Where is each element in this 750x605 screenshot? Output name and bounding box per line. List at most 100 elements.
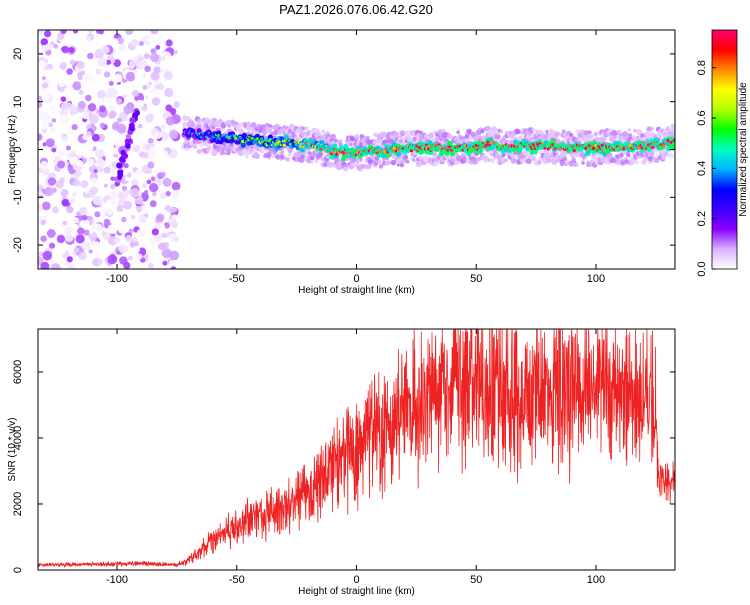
noise-blob — [157, 242, 166, 251]
noise-blob — [109, 38, 119, 47]
noise-blob — [81, 241, 91, 251]
noise-blob — [61, 136, 68, 143]
noise-blob — [85, 94, 92, 102]
noise-blob — [41, 93, 50, 101]
noise-blob — [66, 256, 73, 263]
noise-blob — [132, 245, 140, 254]
ridge-halo — [433, 160, 440, 167]
noise-blob — [78, 206, 88, 216]
noise-blob — [149, 113, 154, 118]
noise-blob — [98, 30, 104, 35]
noise-blob — [40, 235, 47, 242]
noise-blob — [90, 186, 98, 195]
noise-blob — [82, 48, 88, 53]
noise-blob — [110, 176, 115, 181]
noise-blob — [58, 81, 65, 88]
noise-blob — [91, 133, 100, 142]
noise-blob — [41, 201, 51, 211]
noise-blob — [142, 85, 148, 90]
noise-blob — [109, 110, 117, 118]
ridge-halo — [333, 138, 338, 143]
noise-blob — [66, 102, 72, 108]
noise-blob — [150, 71, 160, 81]
noise-blob — [172, 214, 177, 219]
noise-blob — [38, 204, 43, 211]
noise-blob — [66, 152, 72, 158]
ridge-halo — [238, 145, 243, 150]
streak-blob — [119, 169, 124, 174]
colorbar-tick-label: 0.0 — [696, 261, 708, 276]
ridge-halo — [186, 116, 191, 121]
noise-blob — [71, 124, 78, 131]
snr-panel: -100 -50 0 50 100 0 2000 4000 6000 Height of stra… — [7, 328, 676, 597]
noise-blob — [49, 155, 56, 161]
noise-blob — [146, 34, 155, 43]
noise-blob — [108, 80, 114, 86]
ridge-halo — [268, 126, 273, 132]
noise-blob — [78, 89, 84, 95]
noise-blob — [59, 168, 70, 179]
noise-blob — [135, 62, 141, 68]
ridge-halo — [192, 144, 198, 149]
noise-blob — [56, 187, 63, 193]
ridge-halo — [564, 160, 570, 165]
ridge-halo — [220, 122, 227, 129]
ridge-peak — [392, 146, 396, 150]
ridge-halo — [238, 122, 244, 128]
noise-blob — [129, 188, 140, 198]
noise-blob — [82, 150, 91, 159]
colorbar: 0.0 0.2 0.4 0.6 0.8 Normalized spectral ampli… — [696, 29, 749, 277]
noise-blob — [170, 266, 177, 269]
ridge-halo — [649, 153, 654, 158]
ridge-halo — [550, 129, 556, 134]
noise-blob — [173, 101, 180, 108]
noise-blob — [78, 251, 87, 261]
colorbar-tick-label: 0.8 — [696, 60, 708, 75]
noise-blob — [53, 43, 59, 49]
ridge-halo — [349, 142, 353, 147]
noise-blob — [45, 43, 53, 50]
noise-blob — [95, 68, 102, 75]
noise-blob — [114, 138, 124, 148]
ridge-halo — [625, 159, 629, 163]
noise-blob — [95, 148, 105, 159]
noise-blob — [42, 250, 53, 261]
ridge-core — [449, 150, 455, 157]
noise-blob — [57, 32, 65, 40]
ridge-halo — [470, 153, 474, 157]
noise-blob — [100, 206, 108, 214]
noise-blob — [67, 194, 73, 200]
ridge-halo — [381, 157, 386, 162]
noise-blob — [40, 111, 50, 122]
ridge-halo — [343, 166, 349, 172]
ridge-core — [447, 141, 453, 147]
noise-blob — [38, 51, 44, 59]
noise-blob — [94, 211, 101, 218]
streak-blob — [126, 134, 132, 140]
snr-xtick-label: -100 — [106, 574, 128, 586]
noise-blob — [51, 147, 57, 153]
snr-xtick-label: 0 — [353, 574, 359, 586]
colorbar-tick-label: 0.6 — [696, 110, 708, 125]
noise-blob — [86, 131, 92, 137]
ridge-halo — [646, 126, 653, 133]
streak-blob — [117, 175, 122, 180]
ridge-halo — [307, 129, 311, 134]
noise-blob — [169, 250, 180, 261]
noise-blob — [116, 98, 122, 105]
noise-blob — [76, 60, 85, 69]
noise-blob — [76, 159, 84, 167]
ridge-core — [343, 143, 349, 150]
snr-ytick-label: 0 — [12, 567, 24, 573]
ridge-halo — [196, 148, 202, 155]
noise-blob — [87, 52, 94, 60]
streak-blob — [116, 162, 122, 169]
ridge-halo — [671, 126, 675, 131]
noise-blob — [118, 243, 129, 254]
ridge-halo — [304, 126, 309, 131]
ridge-halo — [466, 128, 472, 135]
noise-blob — [136, 130, 145, 139]
noise-blob — [144, 65, 151, 73]
noise-blob — [97, 57, 107, 67]
